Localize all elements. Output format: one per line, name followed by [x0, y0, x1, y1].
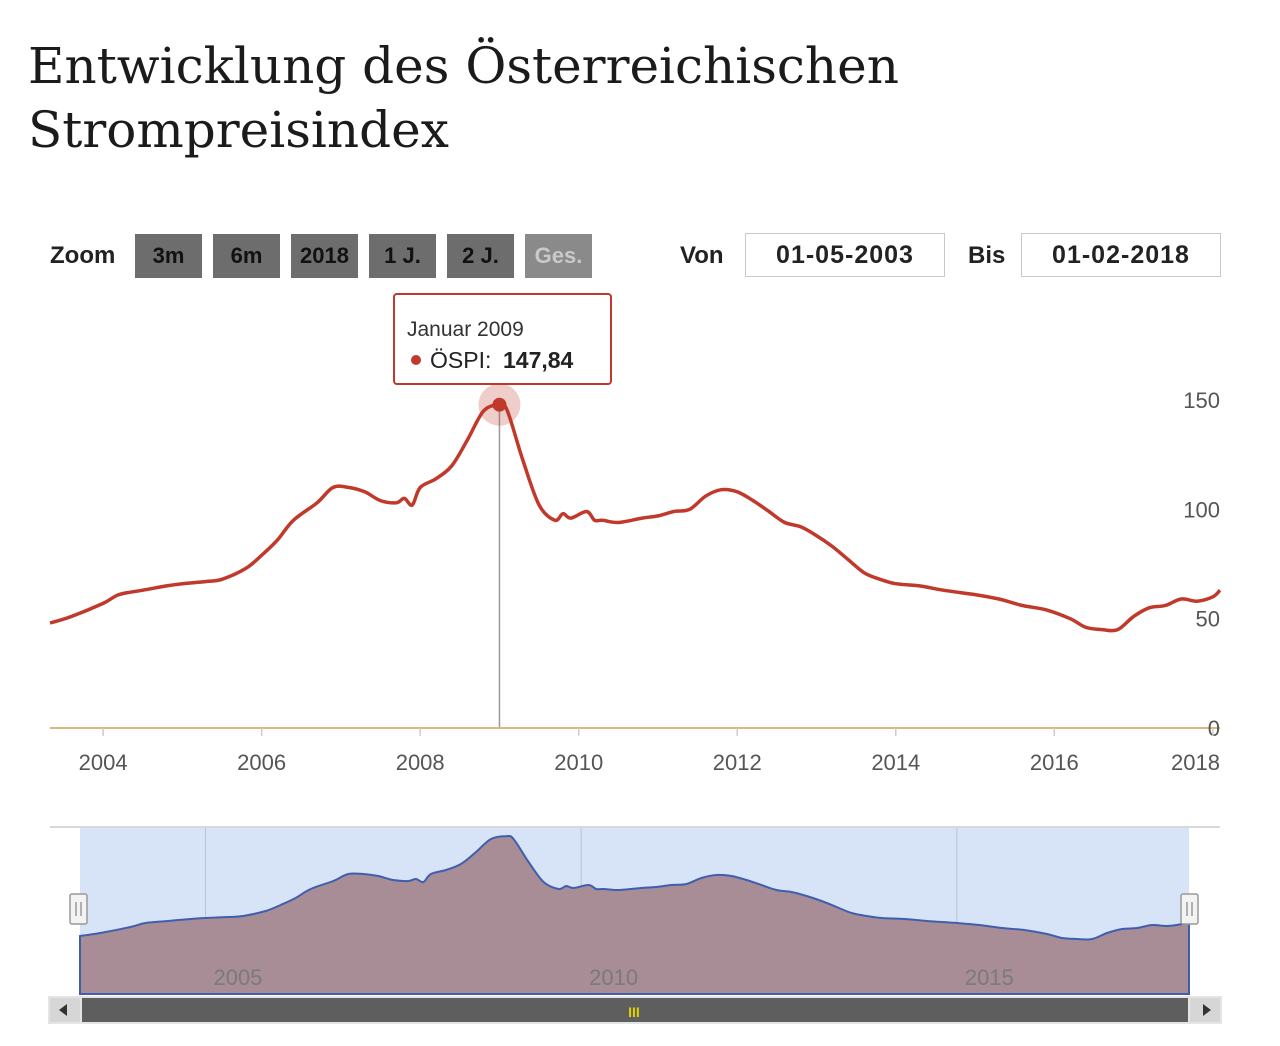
hover-point[interactable] [492, 397, 507, 412]
tooltip-box [393, 293, 612, 385]
navigator[interactable]: 2005 2010 2015 [50, 826, 1220, 995]
to-label: Bis [968, 242, 1006, 269]
arrow-right-icon [1203, 1004, 1211, 1016]
scrollbar-thumb[interactable] [82, 998, 1188, 1022]
navigator-year-label: 2015 [965, 965, 1014, 990]
x-tick-label: 2018 [1171, 750, 1220, 775]
y-tick-label: 50 [1196, 607, 1220, 632]
arrow-left-icon [59, 1004, 67, 1016]
x-tick-label: 2012 [713, 750, 762, 775]
series-line-ospi [49, 402, 1222, 633]
navigator-labels: 2005 2010 2015 [213, 965, 1013, 990]
zoom-1j-button[interactable]: 1 J. [369, 234, 436, 278]
range-selector: Zoom 3m 6m 2018 1 J. 2 J. Ges. Von Bis [0, 0, 1280, 300]
y-tick-label: 150 [1183, 388, 1220, 413]
x-tick-label: 2016 [1030, 750, 1079, 775]
from-label: Von [680, 242, 724, 269]
scrollbar[interactable]: III [48, 996, 1222, 1024]
navigator-year-label: 2005 [213, 965, 262, 990]
to-date-input[interactable] [1021, 233, 1221, 277]
zoom-2j-button[interactable]: 2 J. [447, 234, 514, 278]
y-axis: 0 50 100 150 [1183, 388, 1220, 741]
y-tick-label: 100 [1183, 497, 1220, 522]
tooltip-series-name: ÖSPI: [430, 347, 491, 373]
zoom-3m-button[interactable]: 3m [135, 234, 202, 278]
x-tick-label: 2010 [554, 750, 603, 775]
x-tick-label: 2004 [79, 750, 128, 775]
zoom-all-button[interactable]: Ges. [525, 234, 592, 278]
tooltip: Januar 2009 ÖSPI: 147,84 [393, 293, 612, 385]
tooltip-date: Januar 2009 [407, 318, 524, 341]
scrollbar-grip: III [628, 1004, 640, 1020]
x-tick-label: 2006 [237, 750, 286, 775]
y-tick-label: 0 [1208, 716, 1220, 741]
from-date-input[interactable] [745, 233, 945, 277]
x-tick-label: 2008 [396, 750, 445, 775]
navigator-left-handle[interactable] [69, 893, 88, 925]
x-axis: 2004 2006 2008 2010 2012 2014 2016 2018 [79, 728, 1220, 775]
zoom-2018-button[interactable]: 2018 [291, 234, 358, 278]
tooltip-value: 147,84 [503, 347, 574, 373]
zoom-label: Zoom [50, 242, 116, 269]
navigator-area [79, 834, 1190, 995]
page-title: Entwicklung des Österreichischen Strompr… [28, 37, 899, 159]
navigator-right-handle[interactable] [1180, 893, 1199, 925]
x-tick-label: 2014 [871, 750, 920, 775]
zoom-6m-button[interactable]: 6m [213, 234, 280, 278]
tooltip-series-marker [411, 355, 421, 365]
navigator-year-label: 2010 [589, 965, 638, 990]
